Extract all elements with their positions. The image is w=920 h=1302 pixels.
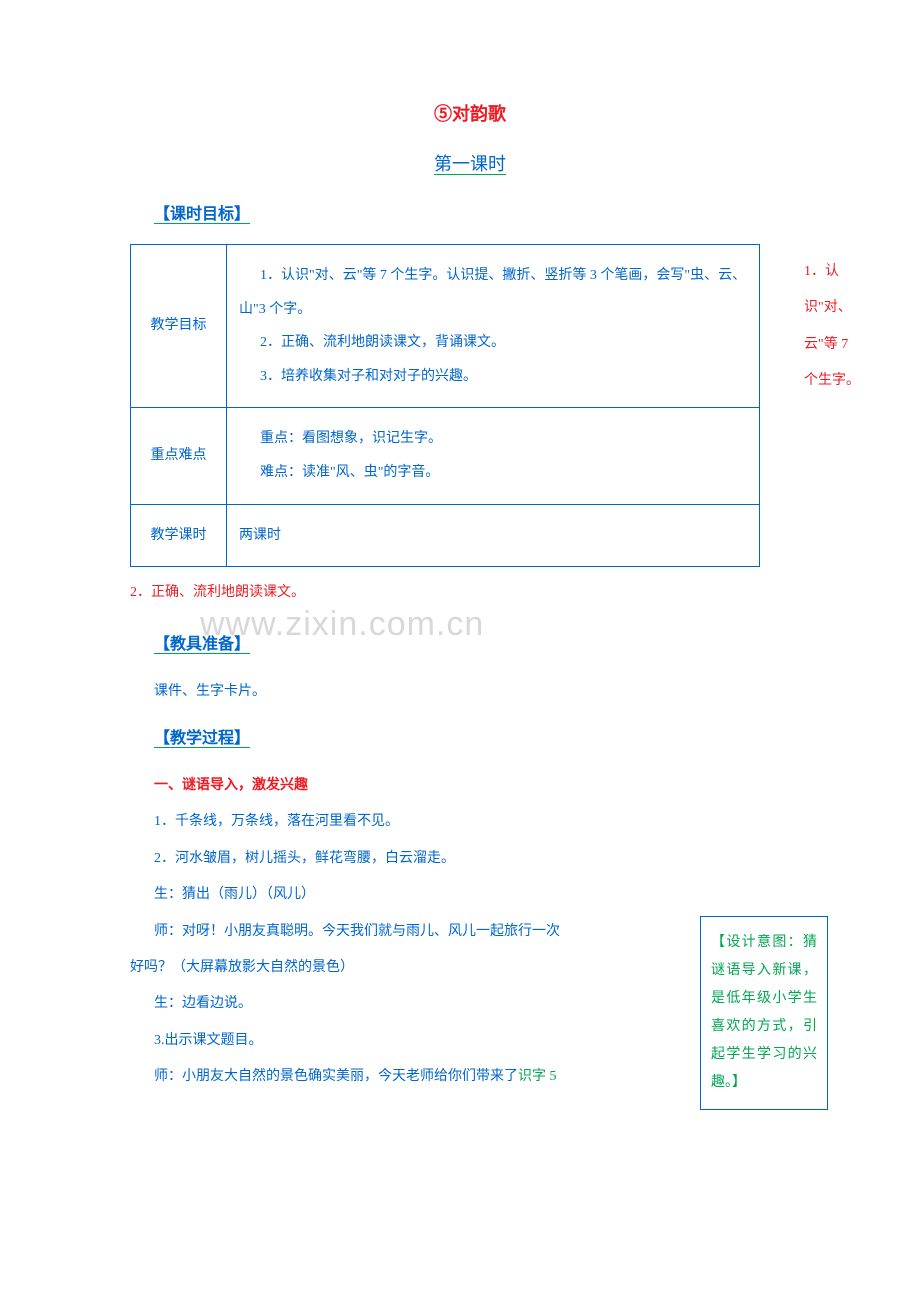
table-row: 教学课时 两课时 — [131, 504, 760, 567]
process-heading: 一、谜语导入，激发兴趣 — [154, 768, 810, 804]
design-intent-box: 【设计意图：猜谜语导入新课，是低年级小学生喜欢的方式，引起学生学习的兴趣。】 — [700, 916, 828, 1110]
cell-content: 重点：看图想象，识记生字。 难点：读准"风、虫"的字音。 — [227, 408, 760, 504]
process-line: 1．千条线，万条线，落在河里看不见。 — [154, 804, 810, 840]
main-wrap: 1．认识"对、云"等 7个生字。 教学目标 1．认识"对、云"等 7 个生字。认… — [130, 244, 810, 1095]
margin-note-1: 1．认识"对、云"等 7个生字。 — [804, 254, 860, 400]
materials-text: 课件、生字卡片。 — [154, 674, 810, 710]
section-process: 【教学过程】 — [154, 724, 810, 748]
red-text-line: 2．正确、流利地朗读课文。 — [130, 575, 810, 611]
document-title: ⑤对韵歌 — [130, 100, 810, 126]
cell-label: 教学目标 — [131, 245, 227, 408]
cell-label: 教学课时 — [131, 504, 227, 567]
cell-content: 1．认识"对、云"等 7 个生字。认识提、撇折、竖折等 3 个笔画，会写"虫、云… — [227, 245, 760, 408]
table-row: 教学目标 1．认识"对、云"等 7 个生字。认识提、撇折、竖折等 3 个笔画，会… — [131, 245, 760, 408]
document-content: ⑤对韵歌 第一课时 【课时目标】 1．认识"对、云"等 7个生字。 教学目标 1… — [130, 100, 810, 1095]
last-line-green: 识字 5 — [518, 1069, 557, 1084]
last-line-prefix: 师：小朋友大自然的景色确实美丽，今天老师给你们带来了 — [154, 1069, 518, 1084]
cell-content: 两课时 — [227, 504, 760, 567]
process-line: 2．河水皱眉，树儿摇头，鲜花弯腰，白云溜走。 — [154, 841, 810, 877]
cell-label: 重点难点 — [131, 408, 227, 504]
section-materials: 【教具准备】 — [154, 630, 810, 654]
section-objectives: 【课时目标】 — [154, 200, 810, 224]
process-line: 生：猜出（雨儿）（风儿） — [154, 877, 810, 913]
lesson-subtitle: 第一课时 — [130, 150, 810, 176]
lesson-table: 教学目标 1．认识"对、云"等 7 个生字。认识提、撇折、竖折等 3 个笔画，会… — [130, 244, 760, 567]
table-row: 重点难点 重点：看图想象，识记生字。 难点：读准"风、虫"的字音。 — [131, 408, 760, 504]
